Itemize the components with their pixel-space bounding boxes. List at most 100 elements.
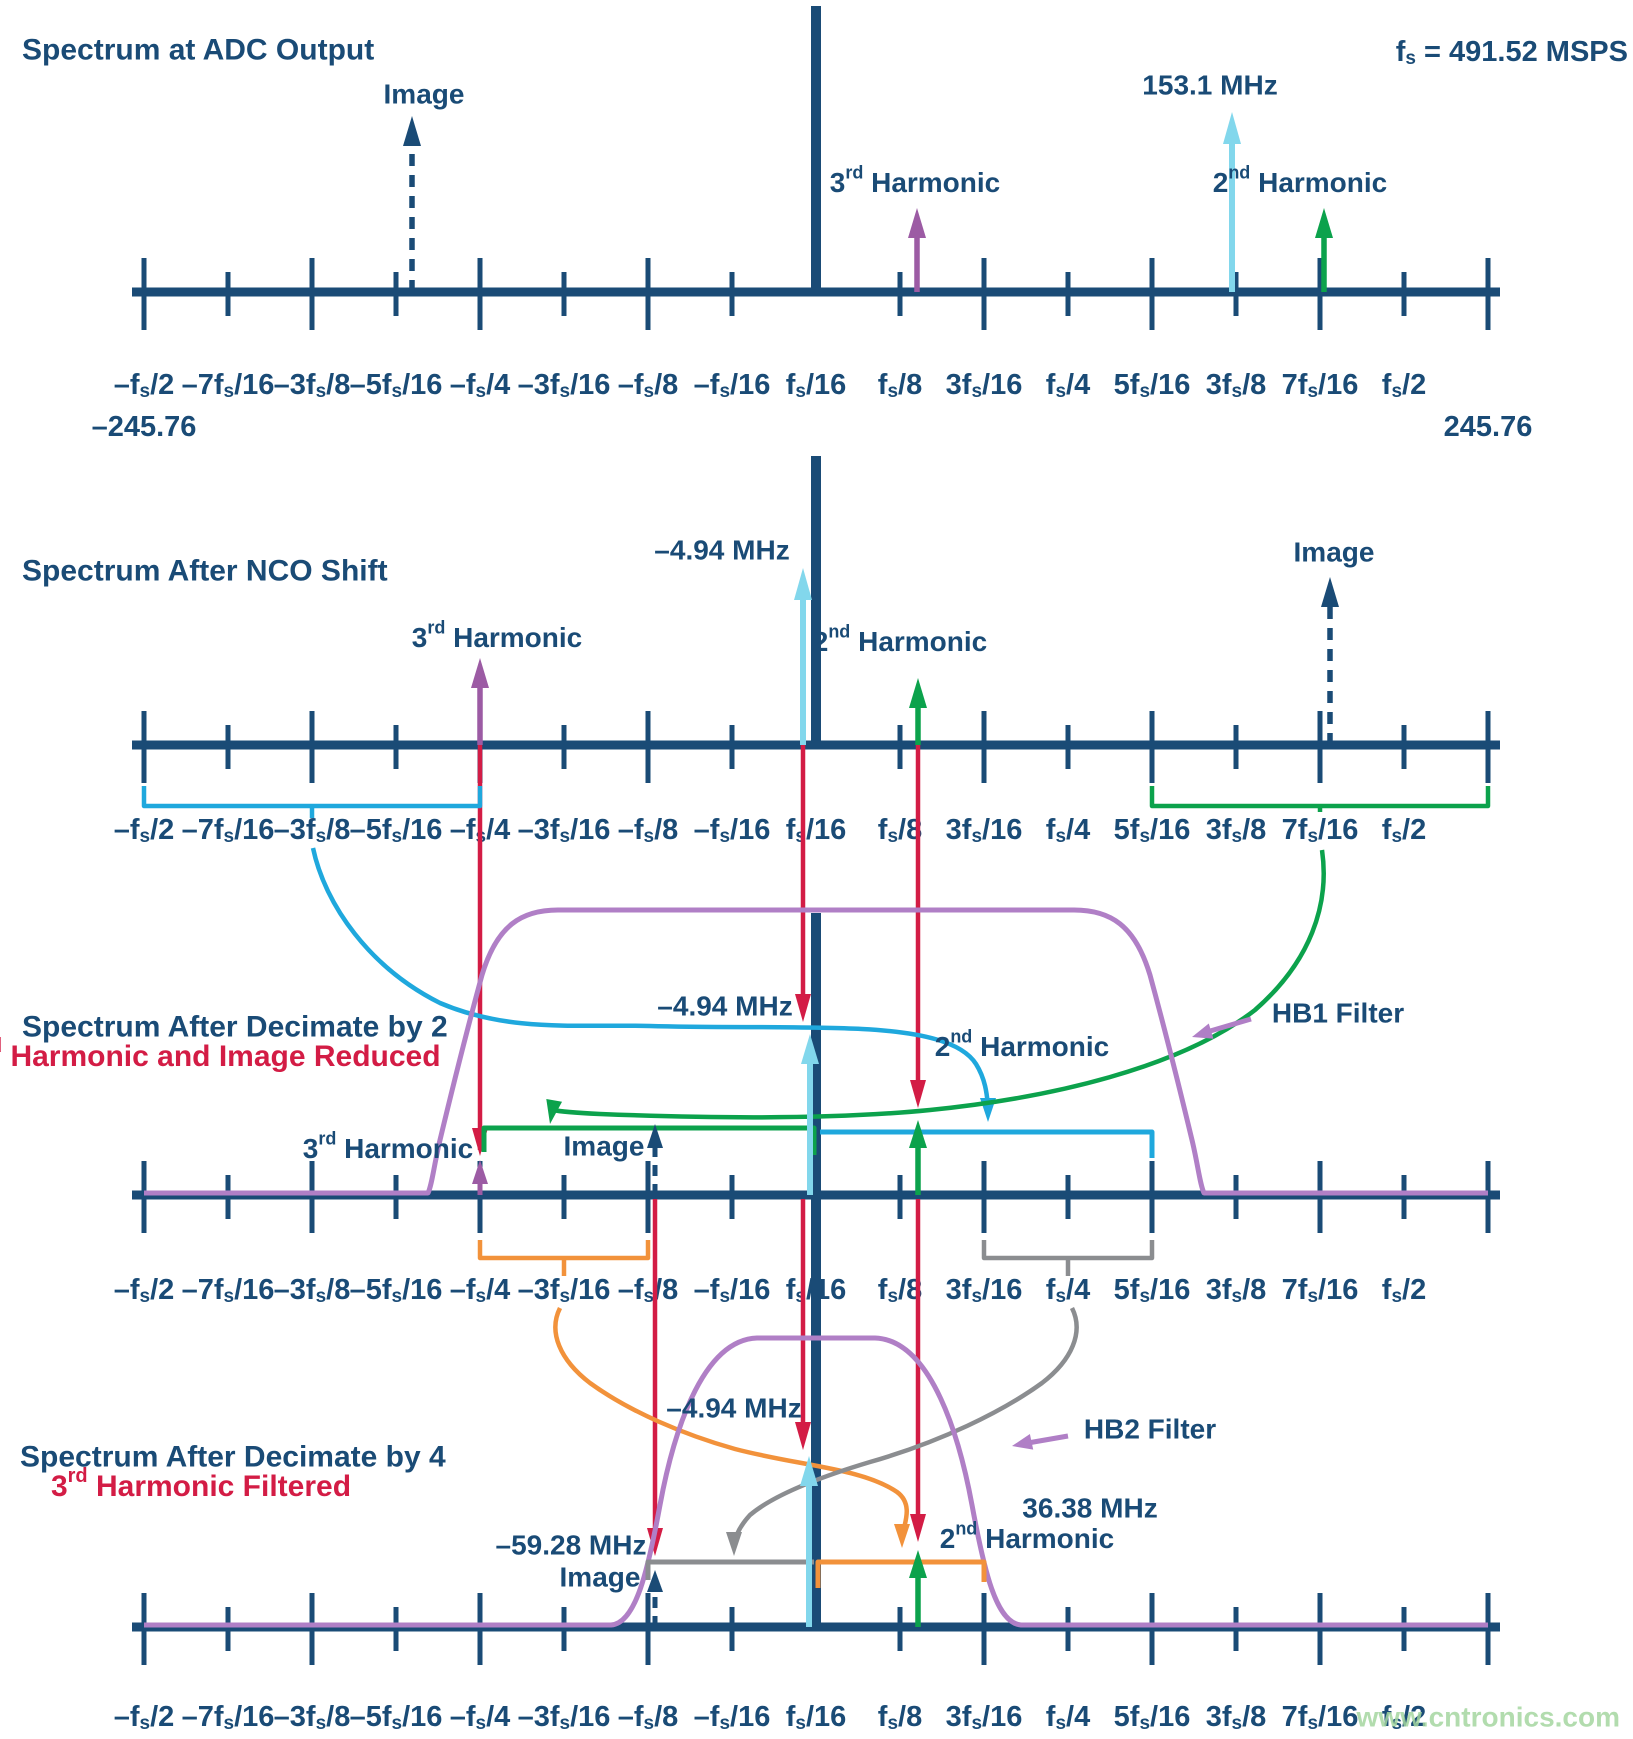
arrow-head-up xyxy=(647,1570,663,1592)
label-image: Image xyxy=(560,1562,641,1593)
section-subtitle: 3rd Harmonic Filtered xyxy=(51,1465,351,1503)
label-fundamental: –4.94 MHz xyxy=(666,1393,801,1424)
tick-label: –fs/16 xyxy=(694,814,771,846)
tick-label: –fs/16 xyxy=(694,1274,771,1306)
label-third-harmonic: 3rd Harmonic xyxy=(830,162,1001,197)
hb2-pointer-arrow xyxy=(1012,1434,1034,1450)
label-hb1-filter: HB1 Filter xyxy=(1272,998,1404,1029)
arrow-head-up xyxy=(801,1034,819,1064)
tick-label: 3fs/16 xyxy=(946,1701,1023,1733)
signal-arrow-image xyxy=(647,1124,663,1195)
signal-arrow-fundamental xyxy=(794,568,812,745)
arrow-head-up xyxy=(403,116,421,146)
tick-label: –fs/4 xyxy=(450,1701,511,1733)
tick-label: –fs/16 xyxy=(694,369,771,401)
signal-arrow-third-harmonic xyxy=(472,1160,488,1195)
tick-label: 7fs/16 xyxy=(1282,1274,1359,1306)
tick-label: –3fs/8 xyxy=(274,369,351,401)
tick-label: 3fs/16 xyxy=(946,814,1023,846)
tick-label: –fs/4 xyxy=(450,369,511,401)
label-image: Image xyxy=(564,1131,645,1162)
tick-label: 3fs/8 xyxy=(1206,1274,1267,1306)
band-line-cyan xyxy=(820,1129,1155,1158)
tick-label: –7fs/16 xyxy=(182,814,275,846)
tick-label: 3fs/16 xyxy=(946,1274,1023,1306)
section-1-content: Spectrum at ADC Output fs = 491.52 MSPS –2… xyxy=(22,34,1628,444)
band-line-gray xyxy=(645,1559,814,1580)
label-fundamental: –4.94 MHz xyxy=(654,535,789,566)
tick-label: –7fs/16 xyxy=(182,369,275,401)
label-image-frequency: –59.28 MHz xyxy=(496,1530,647,1561)
tick-label: –fs/8 xyxy=(618,369,679,401)
red-arrow-head xyxy=(795,1422,811,1450)
signal-arrow-fundamental xyxy=(800,1456,818,1627)
tick-label: fs/8 xyxy=(878,814,922,846)
tick-label: fs/2 xyxy=(1382,1274,1426,1306)
tick-label: fs/4 xyxy=(1046,814,1090,846)
label-second-harmonic: 2nd Harmonic xyxy=(935,1026,1110,1061)
tick-label: –3fs/16 xyxy=(518,1701,611,1733)
transition-curve-cyan xyxy=(310,847,991,1107)
tick-label: fs/16 xyxy=(786,369,847,401)
hb1-filter-curve xyxy=(144,907,1488,1196)
section-title: Spectrum After NCO Shift xyxy=(22,555,388,588)
signal-arrow-image xyxy=(403,116,421,292)
tick-label: fs/2 xyxy=(1382,369,1426,401)
label-second-harmonic: 2nd Harmonic xyxy=(940,1518,1115,1553)
tick-label: –fs/8 xyxy=(618,1274,679,1306)
tick-label: 5fs/16 xyxy=(1114,814,1191,846)
arrow-head-up xyxy=(1315,208,1333,238)
tick-label: 5fs/16 xyxy=(1114,1701,1191,1733)
label-image: Image xyxy=(1294,537,1375,568)
section-title: Spectrum After Decimate by 2 xyxy=(22,1011,448,1044)
bracket-positive-band xyxy=(981,1240,1155,1261)
tick-label: –fs/8 xyxy=(618,1701,679,1733)
section-title: Spectrum at ADC Output xyxy=(22,34,374,67)
tick-label: fs/2 xyxy=(1382,814,1426,846)
red-arrow-head xyxy=(910,1080,926,1108)
arrow-head-up xyxy=(647,1124,663,1148)
tick-label: –fs/2 xyxy=(114,1701,175,1733)
section-title: Spectrum After Decimate by 4 xyxy=(20,1441,446,1474)
signal-arrow-second-harmonic xyxy=(909,678,927,745)
signal-arrow-third-harmonic xyxy=(471,658,489,745)
section-1: –fs/2 –7fs/16 –3fs/8 –5fs/16 –fs/4 –3fs/16 –fs… xyxy=(114,6,1500,401)
arrow-head-up xyxy=(909,1550,927,1578)
section-2: –fs/2–7fs/16–3fs/8–5fs/16–fs/4–3fs/16–fs… xyxy=(114,456,1500,846)
signal-arrow-second-harmonic xyxy=(909,1550,927,1627)
arrow-head-up xyxy=(909,678,927,708)
transition-arrow-orange xyxy=(894,1524,910,1548)
section-subtitle: 3rd Harmonic and Image Reduced xyxy=(0,1035,441,1073)
arrow-head-up xyxy=(794,568,812,600)
tick-label: 3fs/8 xyxy=(1206,369,1267,401)
label-second-harmonic: 2nd Harmonic xyxy=(813,621,988,656)
tick-label: –5fs/16 xyxy=(350,1701,443,1733)
hb1-pointer-arrow xyxy=(1192,1023,1214,1039)
band-line-green xyxy=(481,1125,817,1155)
tick-label: 7fs/16 xyxy=(1282,1701,1359,1733)
tick-label: –fs/2 xyxy=(114,1274,175,1306)
tick-label: 3fs/8 xyxy=(1206,814,1267,846)
label-third-harmonic: 3rd Harmonic xyxy=(412,617,583,652)
label-hb2-filter: HB2 Filter xyxy=(1084,1414,1216,1445)
bracket-third-harmonic-band xyxy=(477,1240,651,1261)
tick-label: 7fs/16 xyxy=(1282,814,1359,846)
tick-label: fs/2 xyxy=(1382,1701,1426,1733)
signal-arrow-second-harmonic xyxy=(909,1120,927,1195)
arrow-head-up xyxy=(471,658,489,688)
tick-label: –5fs/16 xyxy=(350,1274,443,1306)
arrow-head-up xyxy=(1223,112,1241,144)
edge-frequency-label: 245.76 xyxy=(1444,411,1533,443)
sample-rate-label: fs = 491.52 MSPS xyxy=(1396,36,1628,68)
tick-label: –fs/2 xyxy=(114,814,175,846)
label-image: Image xyxy=(384,79,465,110)
tick-label: –5fs/16 xyxy=(350,369,443,401)
bracket-positive-band xyxy=(1149,786,1491,809)
watermark: www.cntronics.com xyxy=(1356,1702,1620,1733)
transition-arrow-gray xyxy=(726,1532,742,1556)
arrow-head-up xyxy=(472,1160,488,1184)
tick-label: –7fs/16 xyxy=(182,1274,275,1306)
